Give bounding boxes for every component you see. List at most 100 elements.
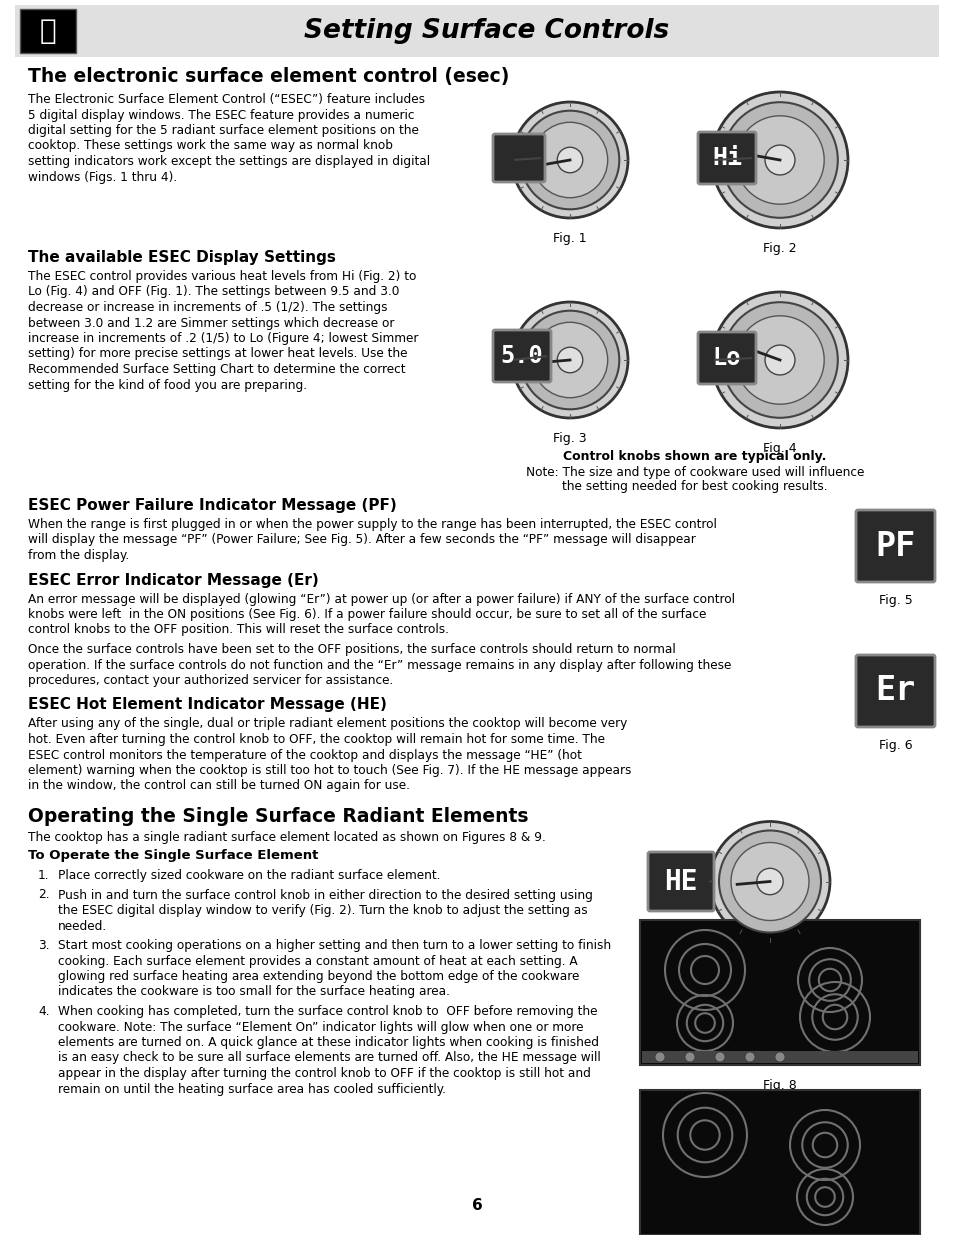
Circle shape	[557, 147, 582, 173]
Text: glowing red surface heating area extending beyond the bottom edge of the cookwar: glowing red surface heating area extendi…	[58, 969, 578, 983]
Circle shape	[655, 1052, 664, 1062]
Circle shape	[532, 122, 607, 198]
Text: 5 digital display windows. The ESEC feature provides a numeric: 5 digital display windows. The ESEC feat…	[28, 109, 414, 121]
Circle shape	[764, 144, 794, 175]
Text: Start most cooking operations on a higher setting and then turn to a lower setti: Start most cooking operations on a highe…	[58, 939, 611, 952]
Text: PF: PF	[875, 530, 915, 562]
Text: Place correctly sized cookware on the radiant surface element.: Place correctly sized cookware on the ra…	[58, 869, 440, 882]
Text: 1.: 1.	[38, 869, 50, 882]
Text: When cooking has completed, turn the surface control knob to  OFF before removin: When cooking has completed, turn the sur…	[58, 1005, 597, 1018]
Circle shape	[774, 1052, 784, 1062]
FancyBboxPatch shape	[855, 510, 934, 582]
FancyBboxPatch shape	[641, 1051, 917, 1063]
Circle shape	[512, 103, 627, 219]
Text: Once the surface controls have been set to the OFF positions, the surface contro: Once the surface controls have been set …	[28, 643, 675, 656]
Text: Recommended Surface Setting Chart to determine the correct: Recommended Surface Setting Chart to det…	[28, 363, 405, 375]
Circle shape	[721, 303, 837, 417]
Text: remain on until the heating surface area has cooled sufficiently.: remain on until the heating surface area…	[58, 1083, 445, 1095]
FancyBboxPatch shape	[15, 5, 938, 57]
Circle shape	[512, 303, 627, 417]
Text: increase in increments of .2 (1/5) to Lo (Figure 4; lowest Simmer: increase in increments of .2 (1/5) to Lo…	[28, 332, 418, 345]
Text: indicates the cookware is too small for the surface heating area.: indicates the cookware is too small for …	[58, 986, 450, 999]
Text: decrease or increase in increments of .5 (1/2). The settings: decrease or increase in increments of .5…	[28, 301, 387, 314]
Text: Fig. 6: Fig. 6	[878, 739, 911, 752]
Text: hot. Even after turning the control knob to OFF, the cooktop will remain hot for: hot. Even after turning the control knob…	[28, 734, 604, 746]
Text: from the display.: from the display.	[28, 550, 129, 562]
Text: between 3.0 and 1.2 are Simmer settings which decrease or: between 3.0 and 1.2 are Simmer settings …	[28, 316, 394, 330]
Circle shape	[520, 111, 618, 209]
Text: The electronic surface element control (esec): The electronic surface element control (…	[28, 67, 509, 86]
Text: setting indicators work except the settings are displayed in digital: setting indicators work except the setti…	[28, 156, 430, 168]
Circle shape	[557, 347, 582, 373]
Text: An error message will be displayed (glowing “Er”) at power up (or after a power : An error message will be displayed (glow…	[28, 593, 734, 605]
FancyBboxPatch shape	[493, 135, 544, 182]
Text: The Electronic Surface Element Control (“ESEC”) feature includes: The Electronic Surface Element Control (…	[28, 93, 424, 106]
Circle shape	[532, 322, 607, 398]
Circle shape	[711, 291, 847, 429]
Text: Fig. 3: Fig. 3	[553, 432, 586, 445]
Text: ESEC Error Indicator Message (Er): ESEC Error Indicator Message (Er)	[28, 573, 318, 588]
Text: Fig. 2: Fig. 2	[762, 242, 796, 254]
Text: Er: Er	[875, 674, 915, 708]
Circle shape	[709, 821, 829, 941]
FancyBboxPatch shape	[20, 9, 76, 53]
Text: Setting Surface Controls: Setting Surface Controls	[304, 19, 669, 44]
Circle shape	[730, 842, 808, 920]
Circle shape	[721, 103, 837, 217]
Text: Fig. 4: Fig. 4	[762, 442, 796, 454]
Text: Control knobs shown are typical only.: Control knobs shown are typical only.	[562, 450, 826, 463]
Text: Operating the Single Surface Radiant Elements: Operating the Single Surface Radiant Ele…	[28, 806, 528, 826]
Text: Push in and turn the surface control knob in either direction to the desired set: Push in and turn the surface control kno…	[58, 888, 592, 902]
Text: Hi: Hi	[711, 146, 741, 170]
Text: Fig. 5: Fig. 5	[878, 594, 911, 606]
Text: will display the message “PF” (Power Failure; See Fig. 5). After a few seconds t: will display the message “PF” (Power Fai…	[28, 534, 695, 547]
Text: When the range is first plugged in or when the power supply to the range has bee: When the range is first plugged in or wh…	[28, 517, 716, 531]
FancyBboxPatch shape	[855, 655, 934, 727]
Text: operation. If the surface controls do not function and the “Er” message remains : operation. If the surface controls do no…	[28, 658, 731, 672]
FancyBboxPatch shape	[647, 852, 713, 911]
FancyBboxPatch shape	[639, 920, 919, 1065]
Text: The ESEC control provides various heat levels from Hi (Fig. 2) to: The ESEC control provides various heat l…	[28, 270, 416, 283]
Text: element) warning when the cooktop is still too hot to touch (See Fig. 7). If the: element) warning when the cooktop is sti…	[28, 764, 631, 777]
Text: Fig. 1: Fig. 1	[553, 232, 586, 245]
Text: knobs were left  in the ON positions (See Fig. 6). If a power failure should occ: knobs were left in the ON positions (See…	[28, 608, 705, 621]
Text: To Operate the Single Surface Element: To Operate the Single Surface Element	[28, 848, 318, 862]
Circle shape	[735, 116, 823, 204]
Circle shape	[764, 345, 794, 375]
Circle shape	[735, 316, 823, 404]
Text: Lo (Fig. 4) and OFF (Fig. 1). The settings between 9.5 and 3.0: Lo (Fig. 4) and OFF (Fig. 1). The settin…	[28, 285, 399, 299]
Text: The cooktop has a single radiant surface element located as shown on Figures 8 &: The cooktop has a single radiant surface…	[28, 831, 545, 844]
Text: elements are turned on. A quick glance at these indicator lights when cooking is: elements are turned on. A quick glance a…	[58, 1036, 598, 1049]
FancyBboxPatch shape	[698, 132, 755, 184]
Circle shape	[520, 311, 618, 409]
Text: ESEC control monitors the temperature of the cooktop and displays the message “H: ESEC control monitors the temperature of…	[28, 748, 581, 762]
Text: control knobs to the OFF position. This will reset the surface controls.: control knobs to the OFF position. This …	[28, 624, 449, 636]
Text: the ESEC digital display window to verify (Fig. 2). Turn the knob to adjust the : the ESEC digital display window to verif…	[58, 904, 587, 918]
Circle shape	[744, 1052, 754, 1062]
Text: Fig. 8: Fig. 8	[762, 1079, 796, 1092]
Text: 3.: 3.	[38, 939, 50, 952]
Text: HE: HE	[663, 867, 697, 895]
Text: cooking. Each surface element provides a constant amount of heat at each setting: cooking. Each surface element provides a…	[58, 955, 577, 967]
Text: the setting needed for best cooking results.: the setting needed for best cooking resu…	[561, 480, 827, 493]
Text: 4.: 4.	[38, 1005, 50, 1018]
Circle shape	[719, 830, 821, 932]
Circle shape	[684, 1052, 695, 1062]
Text: 2.: 2.	[38, 888, 50, 902]
Circle shape	[756, 868, 782, 894]
Text: setting for the kind of food you are preparing.: setting for the kind of food you are pre…	[28, 378, 307, 391]
Text: digital setting for the 5 radiant surface element positions on the: digital setting for the 5 radiant surfac…	[28, 124, 418, 137]
FancyBboxPatch shape	[639, 1091, 919, 1235]
Text: needed.: needed.	[58, 920, 107, 932]
Text: ESEC Hot Element Indicator Message (HE): ESEC Hot Element Indicator Message (HE)	[28, 698, 387, 713]
Text: is an easy check to be sure all surface elements are turned off. Also, the HE me: is an easy check to be sure all surface …	[58, 1051, 600, 1065]
Text: Fig. 7: Fig. 7	[713, 923, 746, 936]
Text: setting) for more precise settings at lower heat levels. Use the: setting) for more precise settings at lo…	[28, 347, 407, 361]
Text: After using any of the single, dual or triple radiant element positions the cook: After using any of the single, dual or t…	[28, 718, 626, 730]
Text: ✋: ✋	[40, 17, 56, 44]
Text: procedures, contact your authorized servicer for assistance.: procedures, contact your authorized serv…	[28, 674, 393, 687]
Circle shape	[714, 1052, 724, 1062]
Text: in the window, the control can still be turned ON again for use.: in the window, the control can still be …	[28, 779, 410, 793]
FancyBboxPatch shape	[493, 330, 551, 382]
Text: cookware. Note: The surface “Element On” indicator lights will glow when one or : cookware. Note: The surface “Element On”…	[58, 1020, 583, 1034]
